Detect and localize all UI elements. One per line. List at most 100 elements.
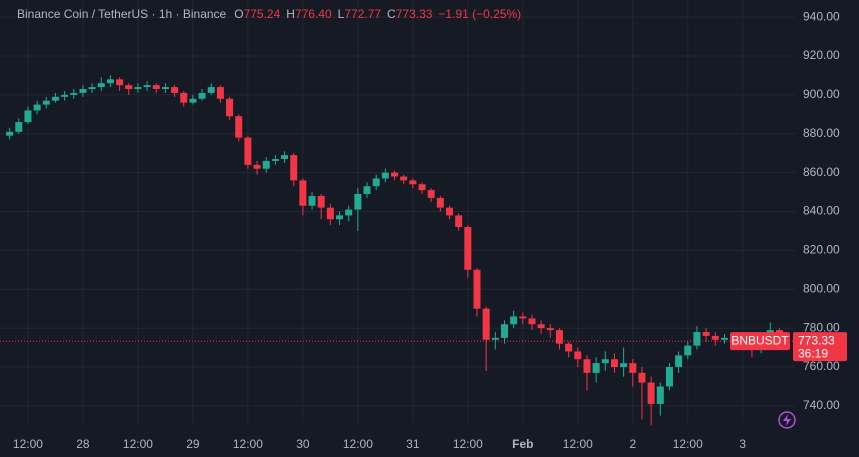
candle-body — [143, 85, 151, 88]
ohlc-key: C — [387, 7, 396, 21]
y-tick-label: 940.00 — [803, 9, 840, 23]
candle-body — [436, 197, 444, 208]
candle-body — [70, 92, 78, 95]
candle-body — [574, 351, 582, 360]
y-tick-label: 740.00 — [803, 398, 840, 412]
candle-body — [42, 100, 50, 105]
candle-body — [207, 87, 215, 93]
candle-body — [537, 324, 545, 329]
candle-body — [592, 363, 600, 373]
y-tick-label: 800.00 — [803, 281, 840, 295]
candle-body — [464, 227, 472, 270]
y-tick-label: 880.00 — [803, 126, 840, 140]
candle-body — [647, 382, 655, 404]
candle-body — [290, 155, 298, 181]
candle-body — [161, 87, 169, 90]
x-tick-label: 3 — [739, 437, 746, 451]
candle-body — [491, 337, 499, 340]
candle-body — [24, 110, 32, 123]
candle-body — [216, 87, 224, 99]
ohlc-value: 773.33 — [396, 7, 433, 21]
x-tick-label: 29 — [186, 437, 200, 451]
candle-body — [427, 190, 435, 198]
candle-body — [601, 359, 609, 364]
candle-body — [684, 345, 692, 356]
candle-body — [391, 172, 399, 177]
candle-body — [271, 159, 279, 161]
candle-body — [189, 98, 197, 103]
candle-body — [711, 335, 719, 340]
x-tick-label: 30 — [296, 437, 310, 451]
symbol-tag: BNBUSDT — [731, 333, 789, 347]
x-tick-label: 12:00 — [563, 437, 593, 451]
candle-body — [97, 83, 105, 88]
candle-body — [665, 367, 673, 387]
chart-title: Binance Coin / TetherUS · 1h · Binance — [17, 7, 227, 21]
candle-body — [583, 359, 591, 373]
x-tick-label: Feb — [512, 437, 533, 451]
candle-body — [152, 85, 160, 90]
candle-body — [262, 160, 270, 169]
change: −1.91 (−0.25%) — [438, 7, 521, 21]
candle-body — [244, 137, 252, 165]
candle-body — [354, 194, 362, 210]
candle-body — [226, 98, 234, 117]
y-tick-label: 820.00 — [803, 243, 840, 257]
candle-body — [51, 96, 59, 101]
candle-body — [720, 337, 728, 340]
candle-body — [446, 207, 454, 216]
ohlc-value: 772.77 — [344, 7, 381, 21]
candle-body — [381, 172, 389, 179]
candle-body — [308, 195, 316, 206]
candle-body — [418, 184, 426, 191]
candle-body — [510, 316, 518, 325]
candle-body — [253, 164, 261, 169]
candle-body — [656, 386, 664, 404]
x-tick-label: 12:00 — [233, 437, 263, 451]
alert-icon-bolt — [783, 414, 791, 426]
x-tick-label: 12:00 — [343, 437, 373, 451]
candle-body — [235, 116, 243, 138]
candle-body — [482, 308, 490, 340]
countdown: 36:19 — [798, 346, 828, 360]
candle-body — [519, 316, 527, 319]
candle-body — [500, 324, 508, 338]
ohlc-value: 776.40 — [295, 7, 332, 21]
candle-body — [409, 180, 417, 185]
y-tick-label: 760.00 — [803, 359, 840, 373]
symbol-tag-box — [730, 332, 790, 351]
ohlc-key: H — [286, 7, 295, 21]
ohlc-key: L — [338, 7, 345, 21]
alert-icon[interactable] — [778, 411, 796, 429]
candle-body — [629, 363, 637, 373]
x-tick-label: 12:00 — [453, 437, 483, 451]
y-tick-label: 900.00 — [803, 87, 840, 101]
y-tick-label: 920.00 — [803, 48, 840, 62]
x-tick-label: 28 — [76, 437, 90, 451]
y-tick-label: 840.00 — [803, 204, 840, 218]
ohlc-value: 775.24 — [244, 7, 281, 21]
candle-body — [473, 269, 481, 309]
candle-body — [546, 328, 554, 331]
x-tick-label: 2 — [629, 437, 636, 451]
candle-body — [33, 104, 41, 111]
candle-body — [134, 87, 142, 90]
x-tick-label: 12:00 — [123, 437, 153, 451]
x-tick-label: 31 — [406, 437, 420, 451]
y-tick-label: 780.00 — [803, 320, 840, 334]
candle-body — [15, 122, 23, 132]
candle-body — [88, 87, 96, 90]
candle-body — [363, 186, 371, 195]
candle-body — [345, 209, 353, 216]
candle-body — [326, 207, 334, 220]
candle-body — [565, 343, 573, 352]
candle-body — [693, 332, 701, 346]
candle-body — [372, 178, 380, 187]
candle-body — [6, 131, 14, 136]
candle-body — [455, 215, 463, 228]
candle-body — [299, 180, 307, 206]
price-tag-box — [793, 332, 847, 362]
